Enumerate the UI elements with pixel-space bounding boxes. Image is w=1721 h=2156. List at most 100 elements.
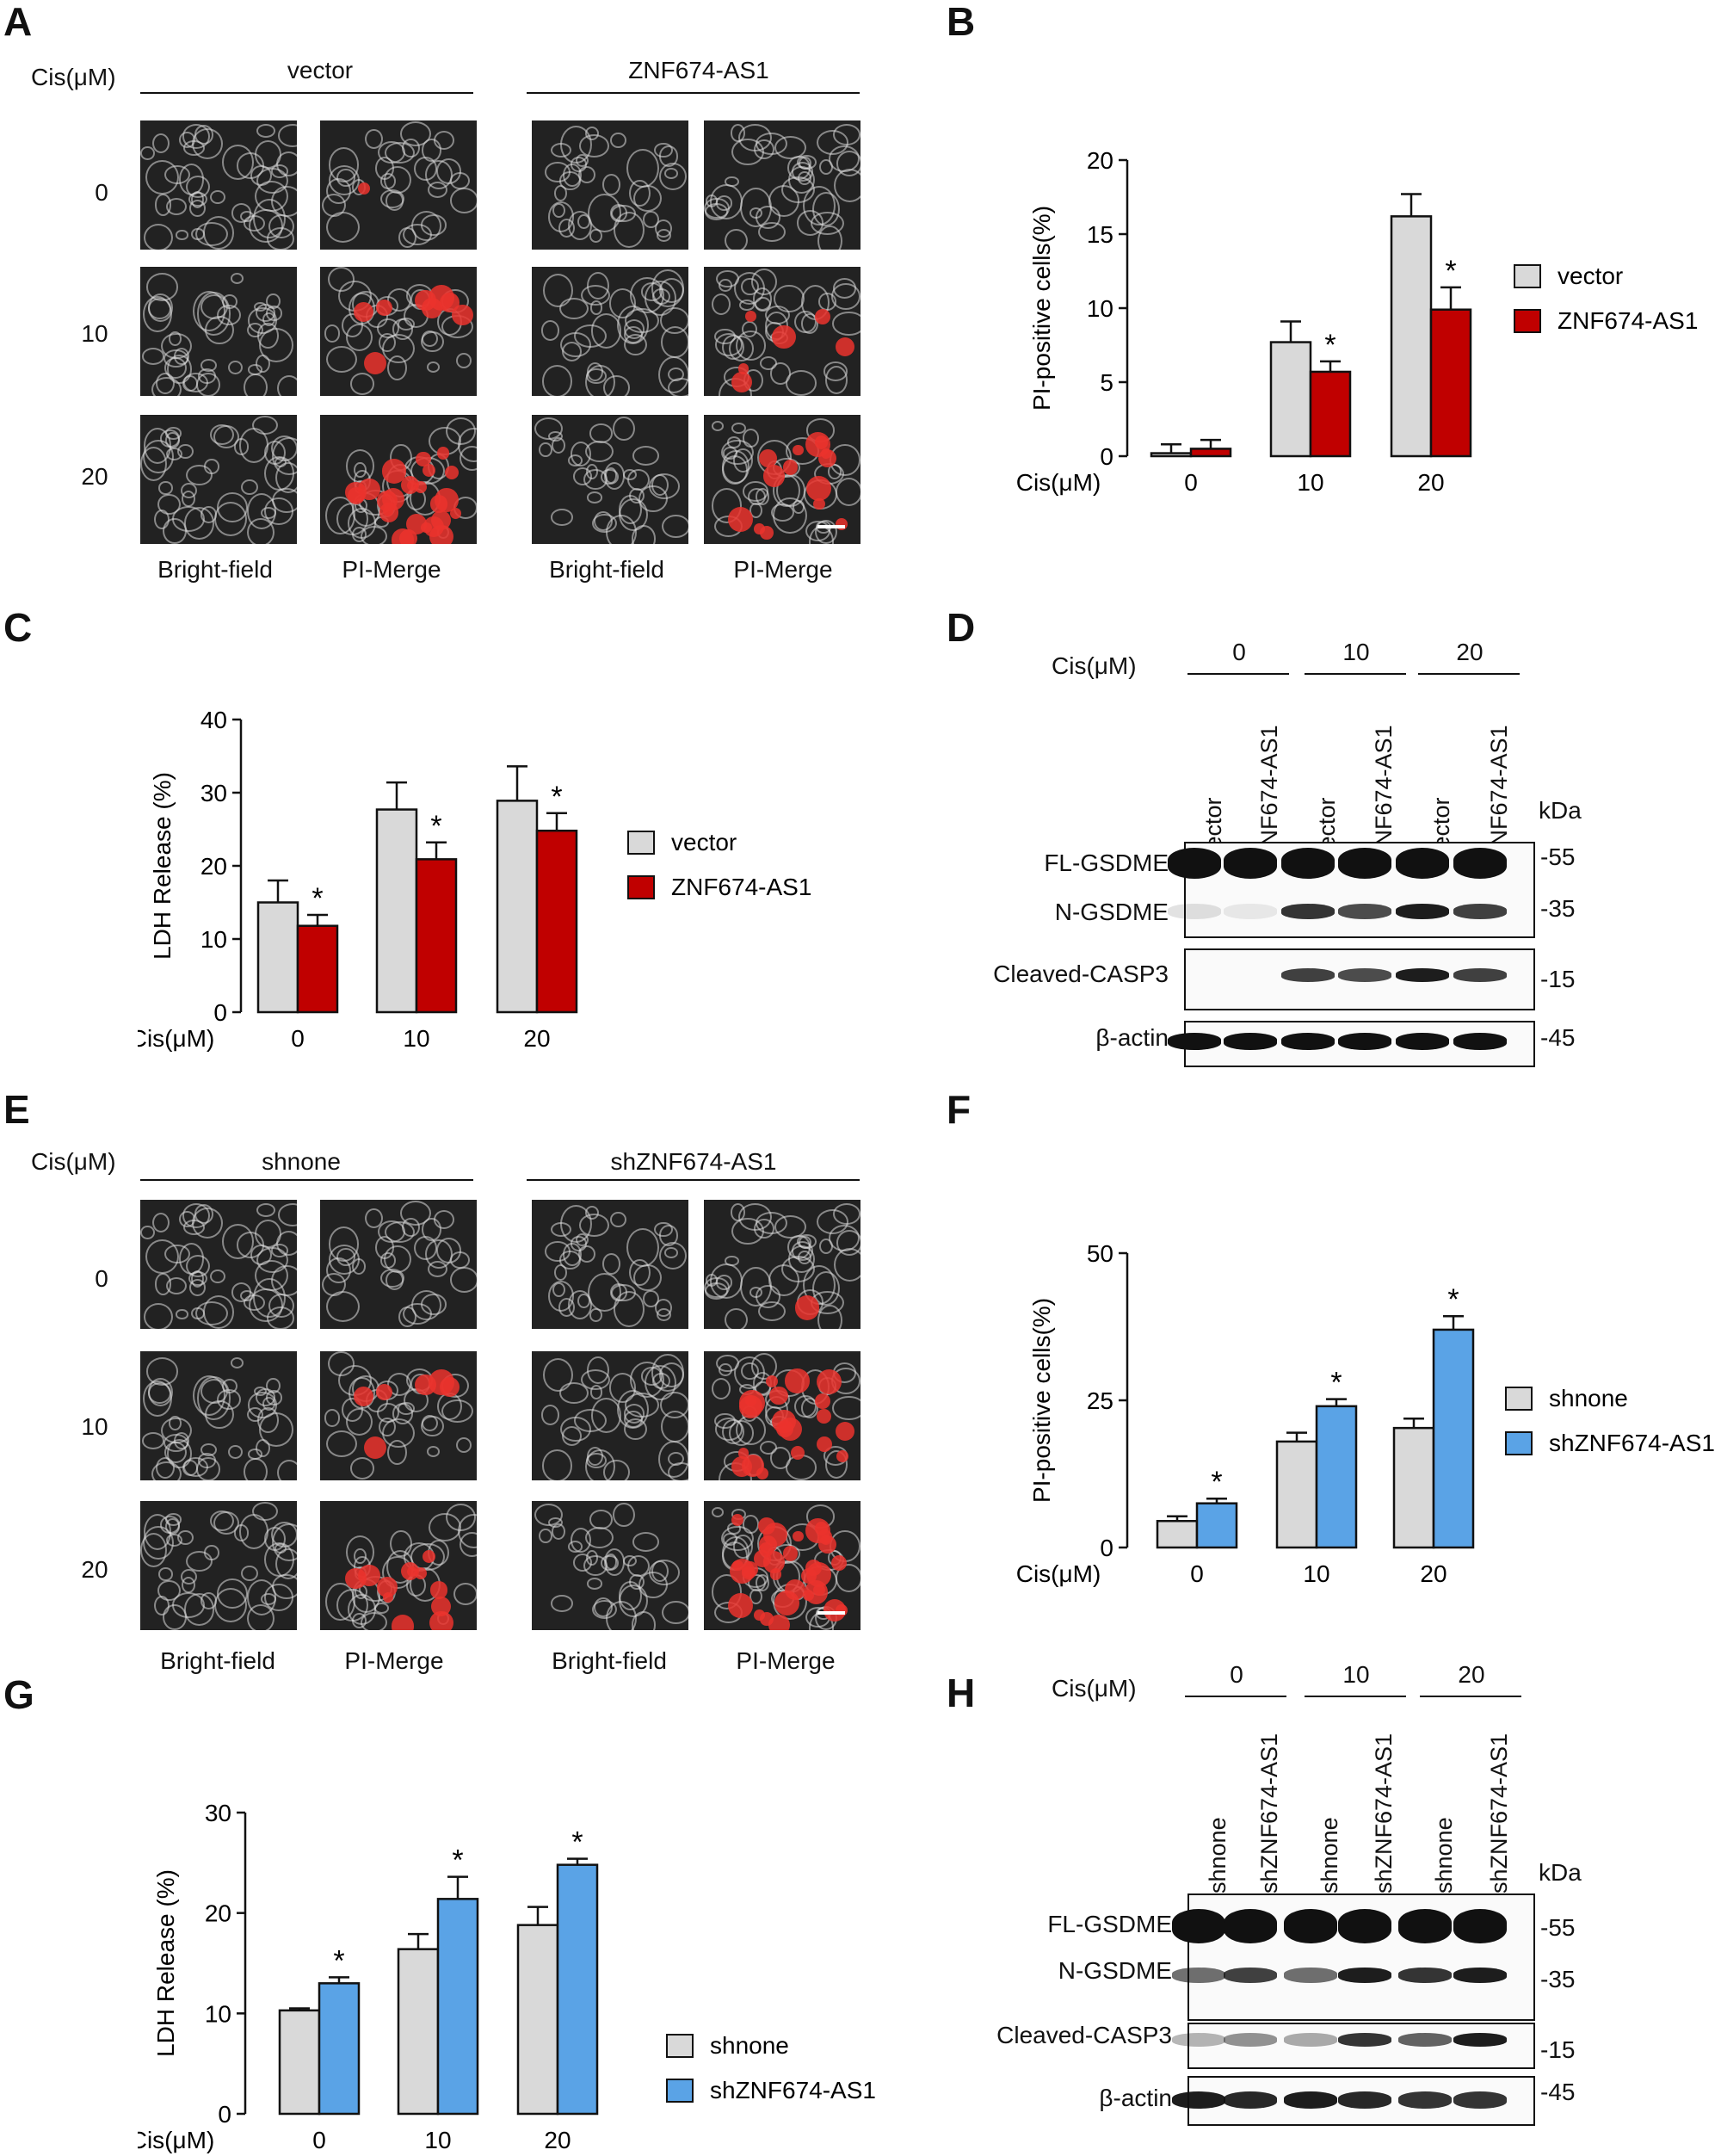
lane-label: shnone	[1205, 1817, 1231, 1893]
y-tick-label: 10	[1087, 295, 1113, 322]
panel-a-micrograph	[140, 120, 297, 250]
x-tick-label: 0	[312, 2127, 326, 2153]
protein-label: FL-GSDME	[1044, 849, 1169, 876]
panel-e-micrograph	[140, 1200, 297, 1329]
protein-band	[1338, 904, 1391, 919]
dose-line	[1305, 1696, 1406, 1697]
dose-label: 0	[1230, 1661, 1243, 1688]
significance-star: *	[1211, 1466, 1222, 1498]
legend-label: ZNF674-AS1	[1558, 307, 1698, 334]
significance-star: *	[452, 1844, 463, 1877]
panel-letter-e: E	[3, 1087, 30, 1132]
protein-band	[1338, 1033, 1391, 1050]
x-tick-label: 10	[403, 1025, 429, 1052]
protein-band	[1453, 1968, 1507, 1983]
panel-e-micrograph	[532, 1351, 688, 1480]
protein-band	[1396, 848, 1449, 879]
panel-a-micrograph	[532, 267, 688, 396]
panel-e-row-label: 0	[95, 1265, 108, 1292]
legend-label: vector	[671, 829, 737, 856]
y-tick-label: 20	[200, 853, 227, 880]
marker-label: -55	[1540, 843, 1576, 870]
protein-band	[1172, 2091, 1225, 2109]
dose-line	[1187, 673, 1289, 675]
scale-bar	[817, 1611, 845, 1615]
panel-a-micrograph	[140, 415, 297, 544]
protein-band	[1396, 968, 1449, 982]
protein-band	[1398, 2033, 1452, 2047]
marker-label: -15	[1540, 966, 1576, 992]
y-tick-label: 0	[1100, 443, 1113, 470]
protein-label: FL-GSDME	[1047, 1911, 1172, 1937]
protein-band	[1398, 1909, 1452, 1943]
lane-label: ZNF674-AS1	[1486, 725, 1512, 861]
y-tick-label: 5	[1100, 369, 1113, 396]
x-tick-label: 20	[1420, 1560, 1447, 1587]
y-axis-label: PI-positive cells(%)	[1028, 206, 1055, 411]
protein-band	[1284, 2033, 1337, 2047]
bar-vector	[375, 808, 418, 1014]
panel-e-micrograph	[320, 1351, 477, 1480]
panel-a-micrograph	[320, 267, 477, 396]
legend-label: shZNF674-AS1	[1549, 1430, 1715, 1456]
panel-a-micrograph	[704, 415, 860, 544]
bar-vector	[1269, 341, 1312, 458]
legend-label: shnone	[1549, 1385, 1628, 1412]
protein-band	[1396, 904, 1449, 919]
panel-letter-f: F	[947, 1087, 972, 1132]
protein-band	[1453, 904, 1507, 919]
bar-shZNF674-AS1	[1315, 1405, 1358, 1549]
protein-band	[1281, 848, 1335, 879]
panel-a-row-label: 20	[81, 463, 108, 490]
protein-band	[1453, 1033, 1507, 1050]
protein-band	[1284, 2091, 1337, 2109]
x-axis-label: Cis(μM)	[138, 2127, 214, 2153]
marker-label: -35	[1540, 895, 1576, 922]
significance-star: *	[551, 781, 562, 813]
y-tick-label: 50	[1087, 1240, 1113, 1267]
legend-swatch	[627, 831, 655, 855]
panel-e-group-line	[140, 1179, 473, 1181]
panel-a-group-vector: vector	[287, 57, 354, 83]
y-tick-label: 10	[205, 2000, 231, 2027]
legend-label: ZNF674-AS1	[671, 874, 811, 900]
significance-star: *	[333, 1944, 344, 1977]
protein-band	[1338, 1909, 1391, 1943]
bar-ZNF674-AS1	[415, 858, 458, 1014]
y-axis-label: LDH Release (%)	[152, 1869, 179, 2057]
protein-band	[1453, 848, 1507, 879]
panel-e-col-label: Bright-field	[160, 1647, 275, 1674]
bar-shnone	[1275, 1440, 1318, 1549]
protein-band	[1224, 1033, 1277, 1050]
panel-a-micrograph	[320, 415, 477, 544]
y-tick-label: 25	[1087, 1387, 1113, 1414]
protein-band	[1281, 904, 1335, 919]
protein-band	[1172, 1968, 1225, 1983]
legend-swatch	[1505, 1431, 1533, 1455]
significance-star: *	[571, 1826, 583, 1859]
bar-shnone	[1156, 1519, 1199, 1549]
protein-band	[1338, 968, 1391, 982]
legend-swatch	[627, 875, 655, 899]
protein-band	[1224, 2091, 1277, 2109]
lane-label: ZNF674-AS1	[1371, 725, 1397, 861]
protein-band	[1224, 1968, 1277, 1983]
panel-letter-c: C	[3, 605, 33, 650]
panel-e-micrograph	[704, 1200, 860, 1329]
protein-band	[1453, 1909, 1507, 1943]
y-tick-label: 15	[1087, 221, 1113, 248]
y-tick-label: 0	[213, 999, 227, 1026]
bar-vector	[256, 901, 299, 1014]
protein-band	[1398, 1968, 1452, 1983]
x-tick-label: 0	[1190, 1560, 1204, 1587]
protein-band	[1168, 1033, 1221, 1050]
lane-label: ZNF674-AS1	[1256, 725, 1282, 861]
bar-shZNF674-AS1	[1195, 1502, 1238, 1549]
protein-band	[1453, 968, 1507, 982]
bar-vector	[1150, 452, 1193, 458]
legend-label: shnone	[710, 2032, 789, 2059]
dose-label: 10	[1342, 1661, 1370, 1688]
protein-band	[1224, 904, 1277, 919]
bar-ZNF674-AS1	[1309, 370, 1352, 458]
y-tick-label: 0	[1100, 1535, 1113, 1561]
